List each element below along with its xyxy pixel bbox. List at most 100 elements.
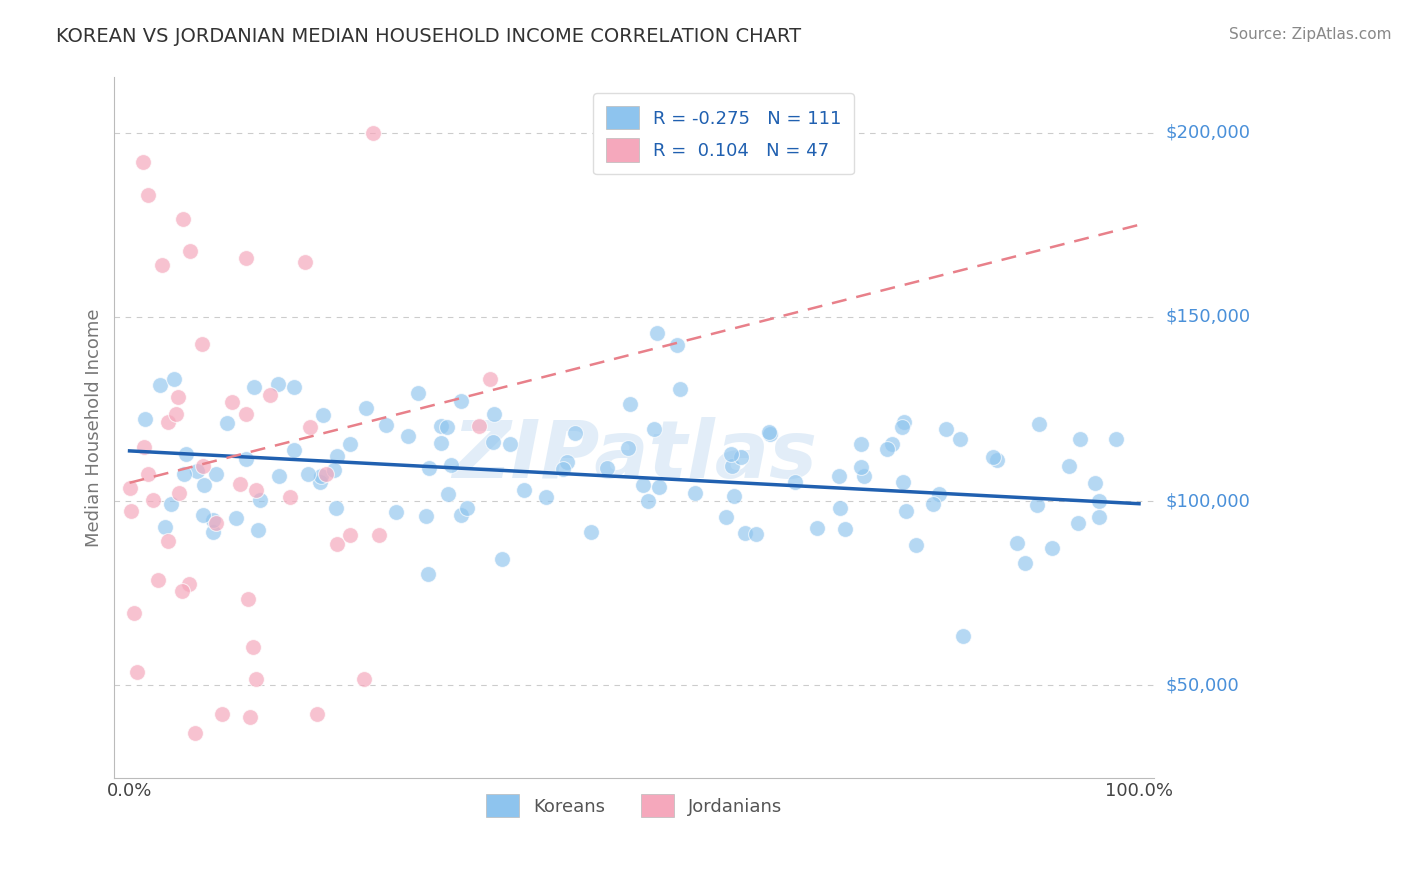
Y-axis label: Median Household Income: Median Household Income bbox=[86, 309, 103, 547]
Point bbox=[1057, 458, 1080, 473]
Point bbox=[170, 583, 193, 598]
Point bbox=[148, 573, 170, 587]
Point bbox=[235, 407, 257, 421]
Point bbox=[201, 513, 224, 527]
Point bbox=[935, 422, 957, 436]
Point bbox=[905, 538, 928, 552]
Point bbox=[1014, 556, 1036, 570]
Point bbox=[322, 463, 344, 477]
Point bbox=[828, 469, 851, 483]
Point bbox=[150, 258, 173, 272]
Point bbox=[783, 475, 806, 489]
Point bbox=[450, 508, 472, 523]
Point bbox=[132, 440, 155, 454]
Point bbox=[723, 489, 745, 503]
Point bbox=[484, 407, 506, 421]
Point bbox=[891, 420, 914, 434]
Point bbox=[1040, 541, 1063, 555]
Point bbox=[436, 419, 458, 434]
Point bbox=[191, 336, 214, 351]
Point bbox=[555, 455, 578, 469]
Point bbox=[745, 527, 768, 541]
Point bbox=[246, 524, 269, 538]
Point bbox=[243, 380, 266, 394]
Point bbox=[236, 591, 259, 606]
Text: $50,000: $50,000 bbox=[1166, 676, 1239, 695]
Text: ZIPatlas: ZIPatlas bbox=[451, 417, 817, 494]
Point bbox=[149, 377, 172, 392]
Point bbox=[1084, 476, 1107, 491]
Point bbox=[193, 478, 215, 492]
Point bbox=[876, 442, 898, 457]
Point bbox=[1105, 432, 1128, 446]
Point bbox=[202, 524, 225, 539]
Point bbox=[245, 483, 267, 498]
Point bbox=[120, 481, 142, 495]
Point bbox=[721, 458, 744, 473]
Point bbox=[579, 524, 602, 539]
Point bbox=[852, 468, 875, 483]
Point bbox=[221, 394, 243, 409]
Point bbox=[643, 422, 665, 436]
Point bbox=[922, 497, 945, 511]
Point bbox=[596, 461, 619, 475]
Point bbox=[308, 475, 330, 489]
Point bbox=[468, 419, 491, 434]
Point bbox=[986, 453, 1008, 467]
Point bbox=[416, 566, 439, 581]
Point bbox=[163, 371, 186, 385]
Point bbox=[339, 437, 361, 451]
Point bbox=[307, 707, 329, 722]
Point bbox=[648, 480, 671, 494]
Point bbox=[266, 377, 288, 392]
Point bbox=[759, 427, 782, 442]
Point bbox=[450, 393, 472, 408]
Point bbox=[326, 537, 349, 551]
Point bbox=[267, 469, 290, 483]
Point bbox=[456, 501, 478, 516]
Point bbox=[834, 522, 856, 536]
Point bbox=[134, 412, 156, 426]
Point bbox=[1026, 498, 1049, 512]
Point bbox=[309, 469, 332, 483]
Point bbox=[983, 450, 1005, 464]
Point bbox=[142, 493, 165, 508]
Point bbox=[952, 629, 974, 643]
Point bbox=[665, 337, 688, 351]
Point bbox=[645, 326, 668, 341]
Point bbox=[172, 212, 194, 227]
Point bbox=[136, 188, 159, 202]
Point bbox=[125, 665, 148, 679]
Point bbox=[948, 432, 970, 446]
Point bbox=[315, 467, 337, 481]
Point bbox=[211, 706, 233, 721]
Point bbox=[481, 434, 503, 449]
Point bbox=[183, 725, 205, 739]
Point bbox=[217, 416, 239, 430]
Point bbox=[440, 458, 463, 473]
Point bbox=[1088, 494, 1111, 508]
Point bbox=[551, 461, 574, 475]
Point bbox=[153, 520, 176, 534]
Point bbox=[830, 500, 852, 515]
Point bbox=[683, 486, 706, 500]
Point bbox=[564, 426, 586, 441]
Point bbox=[758, 425, 780, 440]
Point bbox=[1069, 432, 1091, 446]
Point bbox=[249, 493, 271, 508]
Point bbox=[283, 443, 305, 458]
Point bbox=[311, 408, 333, 422]
Point bbox=[174, 447, 197, 461]
Point bbox=[730, 450, 752, 465]
Point bbox=[326, 450, 349, 464]
Point bbox=[235, 451, 257, 466]
Point bbox=[669, 382, 692, 396]
Point bbox=[617, 442, 640, 456]
Text: $100,000: $100,000 bbox=[1166, 492, 1250, 510]
Point bbox=[437, 487, 460, 501]
Point bbox=[131, 155, 153, 169]
Legend: Koreans, Jordanians: Koreans, Jordanians bbox=[479, 787, 790, 824]
Point bbox=[354, 401, 377, 415]
Point bbox=[179, 244, 201, 258]
Point bbox=[204, 467, 226, 481]
